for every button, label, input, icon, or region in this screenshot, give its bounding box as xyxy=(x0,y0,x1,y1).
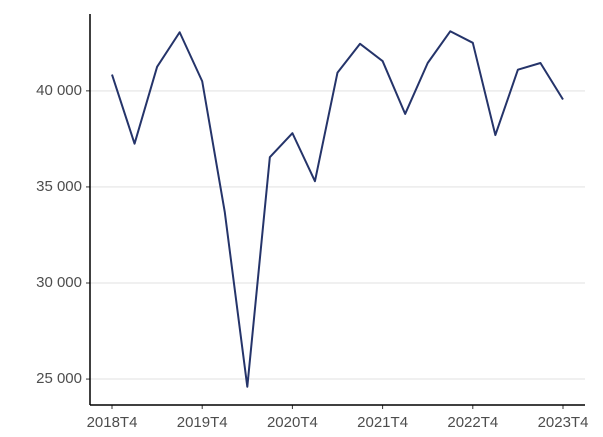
y-tick-label: 40 000 xyxy=(36,82,82,99)
x-tick-label: 2018T4 xyxy=(87,414,138,431)
line xyxy=(111,30,564,388)
x-tick-label: 2021T4 xyxy=(357,414,408,431)
x-tick-label: 2022T4 xyxy=(447,414,498,431)
x-tick-label: 2019T4 xyxy=(177,414,228,431)
y-tick-label: 25 000 xyxy=(36,370,82,387)
y-tick-label: 35 000 xyxy=(36,178,82,195)
x-tick-label: 2020T4 xyxy=(267,414,318,431)
x-tick-label: 2023T4 xyxy=(538,414,589,431)
y-tick-label: 30 000 xyxy=(36,274,82,291)
